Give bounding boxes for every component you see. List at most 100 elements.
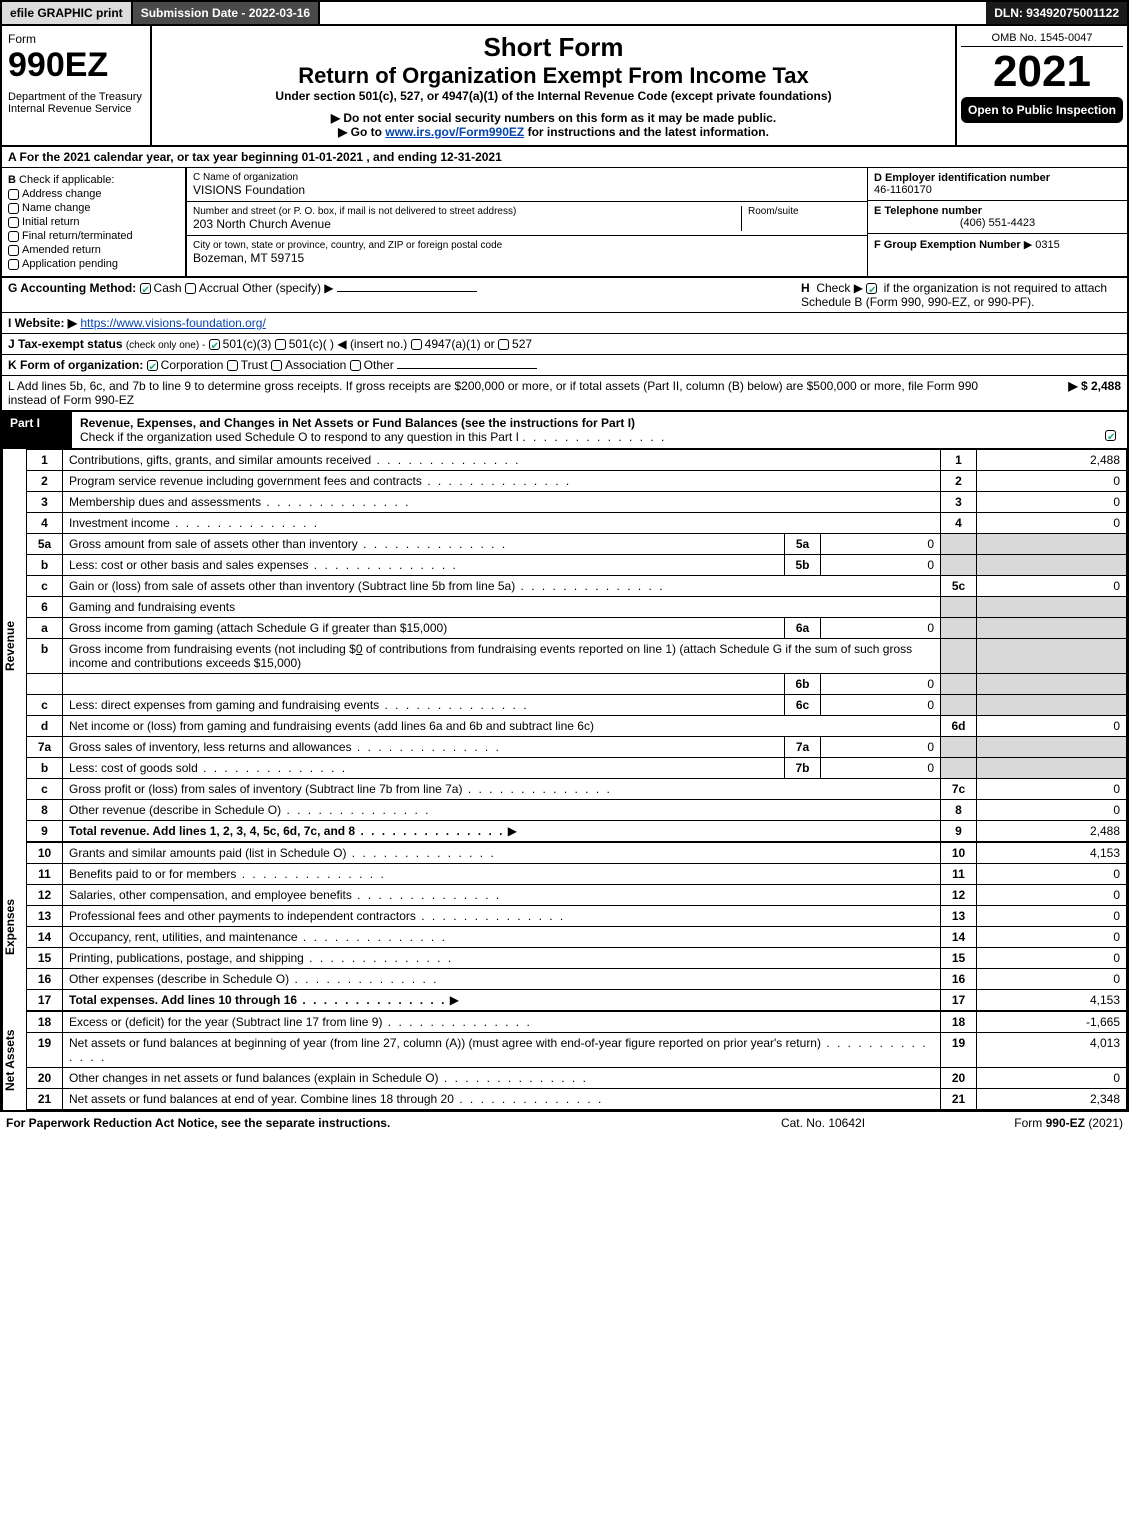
table-row: 19Net assets or fund balances at beginni… bbox=[27, 1033, 1127, 1068]
department-label: Department of the Treasury Internal Reve… bbox=[8, 91, 144, 115]
part-i-heading: Revenue, Expenses, and Changes in Net As… bbox=[80, 416, 635, 430]
section-i: I Website: ▶ https://www.visions-foundat… bbox=[0, 313, 1129, 334]
501c3-label: 501(c)(3) bbox=[223, 337, 272, 351]
527-checkbox[interactable] bbox=[498, 339, 509, 350]
schedule-o-checkbox[interactable] bbox=[1105, 430, 1116, 441]
table-row: 17Total expenses. Add lines 10 through 1… bbox=[27, 990, 1127, 1011]
footer-form-year: (2021) bbox=[1088, 1116, 1123, 1130]
short-form-label: Short Form bbox=[158, 32, 949, 63]
section-l-amount: ▶ $ 2,488 bbox=[1001, 379, 1121, 407]
table-row: 10Grants and similar amounts paid (list … bbox=[27, 843, 1127, 864]
corporation-checkbox[interactable] bbox=[147, 360, 158, 371]
accrual-checkbox[interactable] bbox=[185, 283, 196, 294]
footer-form-pre: Form bbox=[1014, 1116, 1045, 1130]
tax-year: 2021 bbox=[961, 47, 1123, 97]
address-change-label: Address change bbox=[22, 188, 102, 200]
irs-instructions-link[interactable]: www.irs.gov/Form990EZ bbox=[385, 125, 524, 139]
4947-label: 4947(a)(1) or bbox=[425, 337, 495, 351]
c-label: C Name of organization bbox=[193, 172, 861, 183]
omb-number: OMB No. 1545-0047 bbox=[961, 30, 1123, 47]
form-number: 990EZ bbox=[8, 46, 144, 85]
table-row: bGross income from fundraising events (n… bbox=[27, 639, 1127, 674]
table-row: 13Professional fees and other payments t… bbox=[27, 906, 1127, 927]
application-pending-checkbox[interactable] bbox=[8, 259, 19, 270]
b-label: B bbox=[8, 174, 16, 186]
open-to-public-badge: Open to Public Inspection bbox=[961, 97, 1123, 123]
street-address: 203 North Church Avenue bbox=[193, 217, 741, 231]
h-text-pre: Check ▶ bbox=[816, 281, 863, 295]
table-row: bLess: cost or other basis and sales exp… bbox=[27, 555, 1127, 576]
amended-return-label: Amended return bbox=[22, 244, 101, 256]
part-i-badge: Part I bbox=[2, 412, 72, 448]
other-method-label: Other (specify) ▶ bbox=[242, 281, 333, 295]
city-state-zip: Bozeman, MT 59715 bbox=[193, 251, 861, 265]
501c-label: 501(c)( ) ◀ (insert no.) bbox=[289, 337, 408, 351]
accrual-label: Accrual bbox=[199, 281, 239, 295]
name-change-label: Name change bbox=[22, 202, 91, 214]
final-return-checkbox[interactable] bbox=[8, 231, 19, 242]
table-row: 3Membership dues and assessments30 bbox=[27, 492, 1127, 513]
table-row: cGain or (loss) from sale of assets othe… bbox=[27, 576, 1127, 597]
table-row: cGross profit or (loss) from sales of in… bbox=[27, 779, 1127, 800]
501c-checkbox[interactable] bbox=[275, 339, 286, 350]
association-checkbox[interactable] bbox=[271, 360, 282, 371]
corporation-label: Corporation bbox=[161, 358, 224, 372]
section-j: J Tax-exempt status (check only one) - 5… bbox=[0, 334, 1129, 355]
section-c: C Name of organization VISIONS Foundatio… bbox=[187, 168, 867, 276]
expenses-table: 10Grants and similar amounts paid (list … bbox=[26, 842, 1127, 1011]
address-change-checkbox[interactable] bbox=[8, 189, 19, 200]
initial-return-label: Initial return bbox=[22, 216, 79, 228]
other-method-input[interactable] bbox=[337, 291, 477, 292]
top-bar: efile GRAPHIC print Submission Date - 20… bbox=[0, 0, 1129, 26]
form-title: Return of Organization Exempt From Incom… bbox=[158, 63, 949, 89]
table-row: 16Other expenses (describe in Schedule O… bbox=[27, 969, 1127, 990]
table-row: 20Other changes in net assets or fund ba… bbox=[27, 1068, 1127, 1089]
table-row: aGross income from gaming (attach Schedu… bbox=[27, 618, 1127, 639]
name-change-checkbox[interactable] bbox=[8, 203, 19, 214]
cash-label: Cash bbox=[154, 281, 182, 295]
table-row: 6b0 bbox=[27, 674, 1127, 695]
footer-form-number: 990-EZ bbox=[1046, 1116, 1085, 1130]
k-label: K Form of organization: bbox=[8, 358, 143, 372]
f-value: ▶ 0315 bbox=[1024, 239, 1060, 251]
table-row: 14Occupancy, rent, utilities, and mainte… bbox=[27, 927, 1127, 948]
footer-left: For Paperwork Reduction Act Notice, see … bbox=[6, 1116, 723, 1130]
efile-print-button[interactable]: efile GRAPHIC print bbox=[2, 2, 133, 24]
table-row: 11Benefits paid to or for members110 bbox=[27, 864, 1127, 885]
j-label: J Tax-exempt status bbox=[8, 337, 123, 351]
section-g: G Accounting Method: Cash Accrual Other … bbox=[8, 281, 801, 309]
website-link[interactable]: https://www.visions-foundation.org/ bbox=[80, 316, 265, 330]
other-org-checkbox[interactable] bbox=[350, 360, 361, 371]
6b-amount: 0 bbox=[356, 642, 363, 656]
table-row: 7aGross sales of inventory, less returns… bbox=[27, 737, 1127, 758]
section-def: D Employer identification number 46-1160… bbox=[867, 168, 1127, 276]
4947-checkbox[interactable] bbox=[411, 339, 422, 350]
section-a: A For the 2021 calendar year, or tax yea… bbox=[0, 147, 1129, 168]
amended-return-checkbox[interactable] bbox=[8, 245, 19, 256]
527-label: 527 bbox=[512, 337, 532, 351]
final-return-label: Final return/terminated bbox=[22, 230, 133, 242]
g-label: G Accounting Method: bbox=[8, 281, 136, 295]
revenue-sidebar-label: Revenue bbox=[2, 449, 26, 842]
page-footer: For Paperwork Reduction Act Notice, see … bbox=[0, 1112, 1129, 1134]
dln-label: DLN: 93492075001122 bbox=[986, 2, 1127, 24]
ein-value: 46-1160170 bbox=[874, 184, 1121, 196]
cash-checkbox[interactable] bbox=[140, 283, 151, 294]
other-org-input[interactable] bbox=[397, 368, 537, 369]
table-row: 15Printing, publications, postage, and s… bbox=[27, 948, 1127, 969]
instructions-note: ▶ Go to www.irs.gov/Form990EZ for instru… bbox=[158, 125, 949, 139]
table-row: 12Salaries, other compensation, and empl… bbox=[27, 885, 1127, 906]
other-org-label: Other bbox=[364, 358, 394, 372]
schedule-b-checkbox[interactable] bbox=[866, 283, 877, 294]
section-h: H Check ▶ if the organization is not req… bbox=[801, 281, 1121, 309]
trust-checkbox[interactable] bbox=[227, 360, 238, 371]
year-block: OMB No. 1545-0047 2021 Open to Public In… bbox=[957, 26, 1127, 145]
part-i-checknote: Check if the organization used Schedule … bbox=[80, 430, 519, 444]
section-k: K Form of organization: Corporation Trus… bbox=[0, 355, 1129, 376]
table-row: dNet income or (loss) from gaming and fu… bbox=[27, 716, 1127, 737]
501c3-checkbox[interactable] bbox=[209, 339, 220, 350]
net-assets-sidebar-label: Net Assets bbox=[2, 1011, 26, 1110]
association-label: Association bbox=[285, 358, 346, 372]
expenses-sidebar-label: Expenses bbox=[2, 842, 26, 1011]
initial-return-checkbox[interactable] bbox=[8, 217, 19, 228]
